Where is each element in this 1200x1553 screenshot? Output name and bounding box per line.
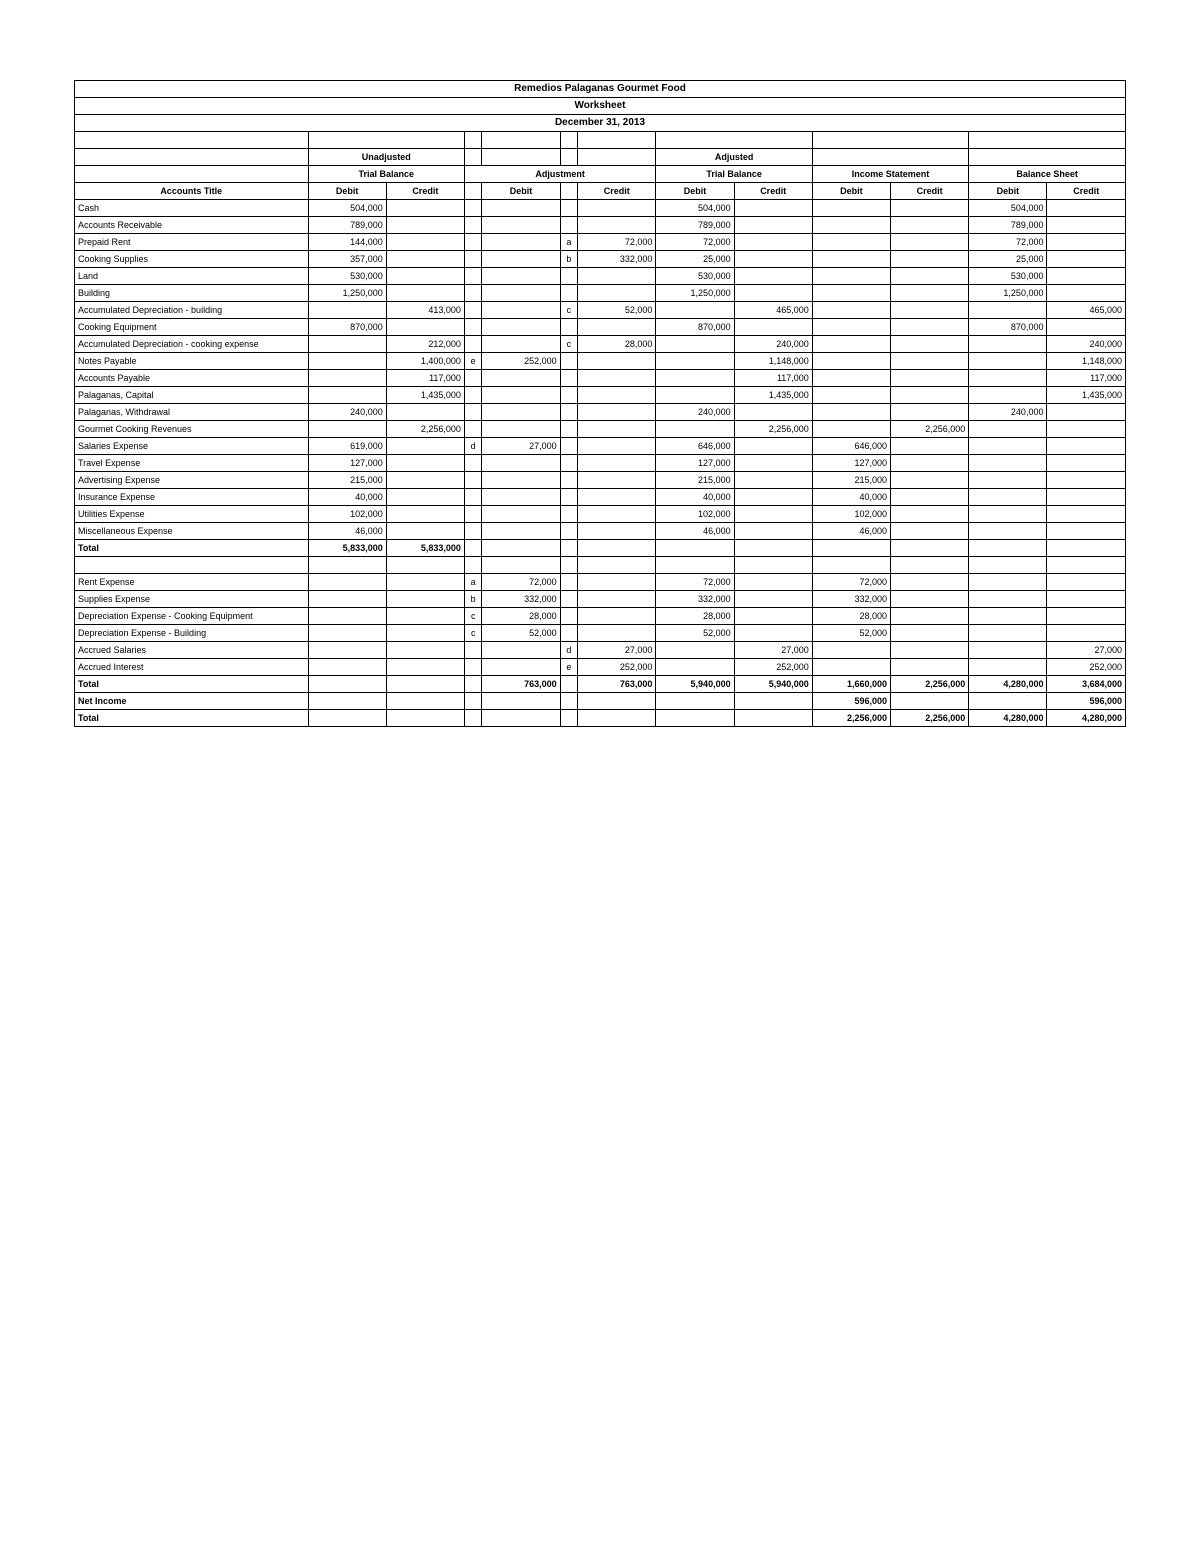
data-row-12: Palaganas, Withdrawal240,000240,000240,0…: [75, 404, 1126, 421]
worksheet-table: Remedios Palaganas Gourmet FoodWorksheet…: [74, 80, 1126, 727]
data-row-27: Accrued Intereste252,000252,000252,000: [75, 659, 1126, 676]
account-title: Accounts Receivable: [75, 217, 309, 234]
account-title: Accumulated Depreciation - cooking expen…: [75, 336, 309, 353]
data-row-25: Depreciation Expense - Buildingc52,00052…: [75, 625, 1126, 642]
data-row-28: Total763,000763,0005,940,0005,940,0001,6…: [75, 676, 1126, 693]
account-title: Accrued Salaries: [75, 642, 309, 659]
header-row-1: UnadjustedAdjusted: [75, 149, 1126, 166]
account-title: Advertising Expense: [75, 472, 309, 489]
data-row-19: Miscellaneous Expense46,00046,00046,000: [75, 523, 1126, 540]
account-title: Accumulated Depreciation - building: [75, 302, 309, 319]
data-row-9: Notes Payable1,400,000e252,0001,148,0001…: [75, 353, 1126, 370]
account-title: Travel Expense: [75, 455, 309, 472]
worksheet-title: Worksheet: [75, 98, 1126, 115]
data-row-17: Insurance Expense40,00040,00040,000: [75, 489, 1126, 506]
data-row-15: Travel Expense127,000127,000127,000: [75, 455, 1126, 472]
account-title: Gourmet Cooking Revenues: [75, 421, 309, 438]
data-row-0: Cash504,000504,000504,000: [75, 200, 1126, 217]
data-row-1: Accounts Receivable789,000789,000789,000: [75, 217, 1126, 234]
data-row-2: Prepaid Rent144,000a72,00072,00072,000: [75, 234, 1126, 251]
date-title: December 31, 2013: [75, 115, 1126, 132]
account-title: Total: [75, 710, 309, 727]
data-row-13: Gourmet Cooking Revenues2,256,0002,256,0…: [75, 421, 1126, 438]
company-title: Remedios Palaganas Gourmet Food: [75, 81, 1126, 98]
account-title: Accounts Payable: [75, 370, 309, 387]
account-title: Utilities Expense: [75, 506, 309, 523]
account-title: Depreciation Expense - Cooking Equipment: [75, 608, 309, 625]
data-row-5: Building1,250,0001,250,0001,250,000: [75, 285, 1126, 302]
account-title: Building: [75, 285, 309, 302]
account-title: Cash: [75, 200, 309, 217]
data-row-8: Accumulated Depreciation - cooking expen…: [75, 336, 1126, 353]
data-row-29: Net Income596,000596,000: [75, 693, 1126, 710]
data-row-22: Rent Expensea72,00072,00072,000: [75, 574, 1126, 591]
data-row-16: Advertising Expense215,000215,000215,000: [75, 472, 1126, 489]
account-title: Total: [75, 540, 309, 557]
header-row-2: Trial BalanceAdjustmentTrial BalanceInco…: [75, 166, 1126, 183]
data-row-10: Accounts Payable117,000117,000117,000: [75, 370, 1126, 387]
account-title: Accrued Interest: [75, 659, 309, 676]
data-row-7: Cooking Equipment870,000870,000870,000: [75, 319, 1126, 336]
account-title: Miscellaneous Expense: [75, 523, 309, 540]
data-row-24: Depreciation Expense - Cooking Equipment…: [75, 608, 1126, 625]
data-row-18: Utilities Expense102,000102,000102,000: [75, 506, 1126, 523]
account-title: Depreciation Expense - Building: [75, 625, 309, 642]
data-row-20: Total5,833,0005,833,000: [75, 540, 1126, 557]
account-title: Supplies Expense: [75, 591, 309, 608]
account-title: Salaries Expense: [75, 438, 309, 455]
account-title: Palaganas, Capital: [75, 387, 309, 404]
data-row-4: Land530,000530,000530,000: [75, 268, 1126, 285]
account-title: Prepaid Rent: [75, 234, 309, 251]
data-row-11: Palaganas, Capital1,435,0001,435,0001,43…: [75, 387, 1126, 404]
data-row-30: Total2,256,0002,256,0004,280,0004,280,00…: [75, 710, 1126, 727]
account-title: Insurance Expense: [75, 489, 309, 506]
data-row-3: Cooking Supplies357,000b332,00025,00025,…: [75, 251, 1126, 268]
data-row-6: Accumulated Depreciation - building413,0…: [75, 302, 1126, 319]
account-title: Notes Payable: [75, 353, 309, 370]
data-row-26: Accrued Salariesd27,00027,00027,000: [75, 642, 1126, 659]
blank-row: [75, 557, 1126, 574]
spacer-row: [75, 132, 1126, 149]
header-row-3: Accounts TitleDebitCreditDebitCreditDebi…: [75, 183, 1126, 200]
account-title: Rent Expense: [75, 574, 309, 591]
account-title: Cooking Supplies: [75, 251, 309, 268]
data-row-23: Supplies Expenseb332,000332,000332,000: [75, 591, 1126, 608]
account-title: Palaganas, Withdrawal: [75, 404, 309, 421]
data-row-14: Salaries Expense619,000d27,000646,000646…: [75, 438, 1126, 455]
account-title: Net Income: [75, 693, 309, 710]
account-title: Total: [75, 676, 309, 693]
account-title: Cooking Equipment: [75, 319, 309, 336]
account-title: Land: [75, 268, 309, 285]
